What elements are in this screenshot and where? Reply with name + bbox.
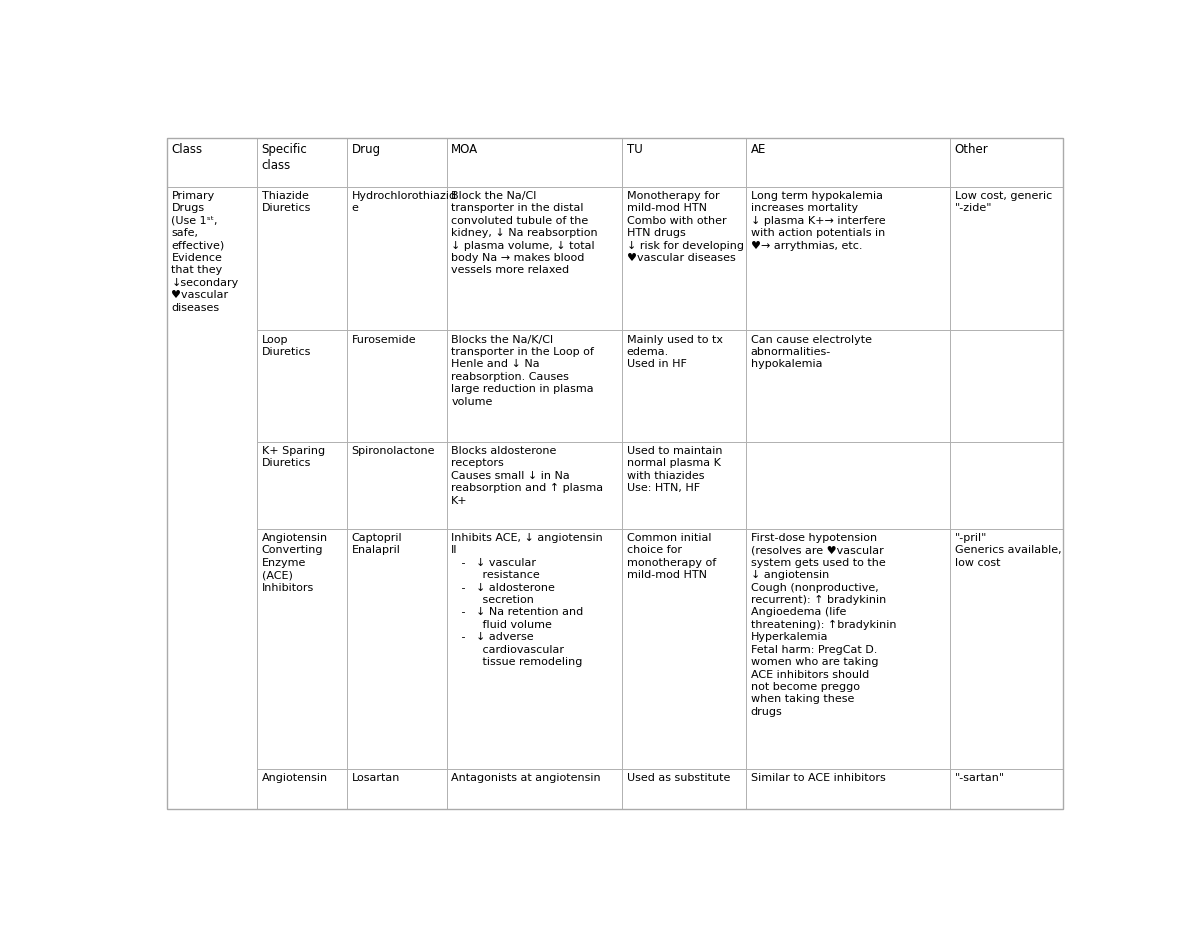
Bar bbox=[446, 528, 622, 769]
Bar bbox=[446, 186, 622, 330]
Text: Blocks the Na/K/Cl
transporter in the Loop of
Henle and ↓ Na
reabsorption. Cause: Blocks the Na/K/Cl transporter in the Lo… bbox=[451, 335, 594, 407]
Bar bbox=[746, 138, 950, 186]
Text: Antagonists at angiotensin: Antagonists at angiotensin bbox=[451, 773, 601, 783]
Text: Low cost, generic
"-zide": Low cost, generic "-zide" bbox=[955, 191, 1052, 213]
Text: AE: AE bbox=[750, 143, 766, 156]
Text: Long term hypokalemia
increases mortality
↓ plasma K+→ interfere
with action pot: Long term hypokalemia increases mortalit… bbox=[750, 191, 886, 250]
Bar bbox=[746, 330, 950, 441]
Bar bbox=[446, 769, 622, 809]
Bar bbox=[257, 186, 347, 330]
Bar bbox=[622, 330, 746, 441]
Bar bbox=[167, 330, 257, 441]
Bar bbox=[347, 330, 446, 441]
Bar bbox=[950, 138, 1063, 186]
Text: Angiotensin: Angiotensin bbox=[262, 773, 328, 783]
Text: Mainly used to tx
edema.
Used in HF: Mainly used to tx edema. Used in HF bbox=[626, 335, 722, 369]
Bar bbox=[746, 441, 950, 528]
Bar bbox=[746, 769, 950, 809]
Bar bbox=[257, 441, 347, 528]
Bar bbox=[347, 528, 446, 769]
Text: Spironolactone: Spironolactone bbox=[352, 446, 436, 456]
Bar bbox=[257, 528, 347, 769]
Bar bbox=[446, 441, 622, 528]
Text: Loop
Diuretics: Loop Diuretics bbox=[262, 335, 311, 357]
Text: Block the Na/Cl
transporter in the distal
convoluted tubule of the
kidney, ↓ Na : Block the Na/Cl transporter in the dista… bbox=[451, 191, 598, 275]
Bar bbox=[167, 441, 257, 528]
Text: Similar to ACE inhibitors: Similar to ACE inhibitors bbox=[750, 773, 886, 783]
Text: Hydrochlorothiazid
e: Hydrochlorothiazid e bbox=[352, 191, 457, 213]
Bar bbox=[167, 138, 257, 186]
Text: Can cause electrolyte
abnormalities-
hypokalemia: Can cause electrolyte abnormalities- hyp… bbox=[750, 335, 871, 369]
Bar bbox=[167, 186, 257, 809]
Bar bbox=[257, 769, 347, 809]
Bar bbox=[950, 330, 1063, 441]
Bar bbox=[167, 186, 257, 330]
Bar bbox=[446, 330, 622, 441]
Text: Used as substitute: Used as substitute bbox=[626, 773, 731, 783]
Bar bbox=[746, 528, 950, 769]
Text: Monotherapy for
mild-mod HTN
Combo with other
HTN drugs
↓ risk for developing
♥v: Monotherapy for mild-mod HTN Combo with … bbox=[626, 191, 744, 263]
Bar bbox=[950, 186, 1063, 330]
Text: Class: Class bbox=[172, 143, 203, 156]
Text: MOA: MOA bbox=[451, 143, 479, 156]
Text: Inhibits ACE, ↓ angiotensin
II
   -   ↓ vascular
         resistance
   -   ↓ al: Inhibits ACE, ↓ angiotensin II - ↓ vascu… bbox=[451, 533, 604, 667]
Bar bbox=[746, 186, 950, 330]
Bar bbox=[950, 441, 1063, 528]
Text: Furosemide: Furosemide bbox=[352, 335, 416, 345]
Bar bbox=[950, 769, 1063, 809]
Bar bbox=[347, 138, 446, 186]
Text: Angiotensin
Converting
Enzyme
(ACE)
Inhibitors: Angiotensin Converting Enzyme (ACE) Inhi… bbox=[262, 533, 328, 592]
Bar bbox=[622, 441, 746, 528]
Bar bbox=[622, 769, 746, 809]
Bar bbox=[347, 441, 446, 528]
Text: Primary
Drugs
(Use 1ˢᵗ,
safe,
effective)
Evidence
that they
↓secondary
♥vascular: Primary Drugs (Use 1ˢᵗ, safe, effective)… bbox=[172, 191, 239, 312]
Text: Primary
Drugs
(Use 1ˢᵗ,
safe,
effective)
Evidence
that they
↓secondary
♥vascular: Primary Drugs (Use 1ˢᵗ, safe, effective)… bbox=[172, 191, 239, 312]
Bar bbox=[622, 186, 746, 330]
Text: Specific
class: Specific class bbox=[262, 143, 307, 171]
Text: "-sartan": "-sartan" bbox=[955, 773, 1004, 783]
Text: Captopril
Enalapril: Captopril Enalapril bbox=[352, 533, 402, 555]
Text: Thiazide
Diuretics: Thiazide Diuretics bbox=[262, 191, 311, 213]
Text: TU: TU bbox=[626, 143, 642, 156]
Text: K+ Sparing
Diuretics: K+ Sparing Diuretics bbox=[262, 446, 325, 468]
Text: First-dose hypotension
(resolves are ♥vascular
system gets used to the
↓ angiote: First-dose hypotension (resolves are ♥va… bbox=[750, 533, 896, 717]
Bar bbox=[167, 528, 257, 769]
Bar bbox=[446, 138, 622, 186]
Text: Other: Other bbox=[955, 143, 989, 156]
Bar bbox=[622, 528, 746, 769]
Bar bbox=[167, 769, 257, 809]
Bar bbox=[950, 528, 1063, 769]
Text: Blocks aldosterone
receptors
Causes small ↓ in Na
reabsorption and ↑ plasma
K+: Blocks aldosterone receptors Causes smal… bbox=[451, 446, 604, 505]
Text: Losartan: Losartan bbox=[352, 773, 400, 783]
Bar bbox=[257, 330, 347, 441]
Bar bbox=[347, 769, 446, 809]
Text: Common initial
choice for
monotherapy of
mild-mod HTN: Common initial choice for monotherapy of… bbox=[626, 533, 716, 580]
Text: "-pril"
Generics available,
low cost: "-pril" Generics available, low cost bbox=[955, 533, 1061, 567]
Text: Used to maintain
normal plasma K
with thiazides
Use: HTN, HF: Used to maintain normal plasma K with th… bbox=[626, 446, 722, 493]
Bar bbox=[257, 138, 347, 186]
Bar bbox=[622, 138, 746, 186]
Text: Drug: Drug bbox=[352, 143, 380, 156]
Bar bbox=[347, 186, 446, 330]
